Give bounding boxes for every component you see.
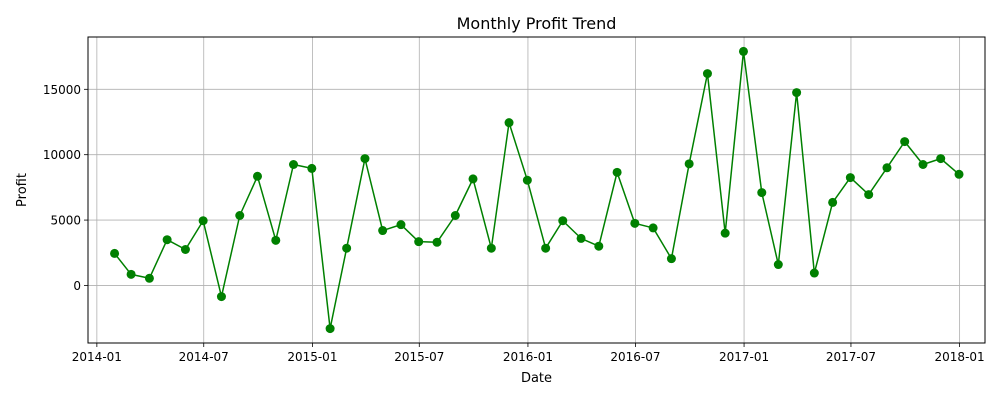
data-point (594, 241, 604, 251)
data-point (126, 269, 136, 279)
x-tick-label: 2015-01 (287, 350, 337, 364)
data-point (325, 324, 335, 334)
plot-frame (87, 36, 986, 344)
data-point (558, 216, 568, 226)
data-point (396, 220, 406, 230)
x-tick-label: 2016-01 (503, 350, 553, 364)
data-point (612, 167, 622, 177)
data-point (307, 163, 317, 173)
data-point (360, 154, 370, 164)
x-tick-label: 2014-07 (179, 350, 229, 364)
data-point (342, 243, 352, 253)
data-point (289, 160, 299, 169)
data-point (845, 173, 855, 183)
data-point (738, 46, 748, 56)
data-point (271, 235, 281, 245)
data-point (757, 188, 767, 198)
x-axis-label: Date (521, 371, 552, 386)
y-axis-label: Profit (15, 173, 30, 207)
data-point (648, 223, 658, 233)
series-line (113, 50, 960, 330)
data-point (450, 211, 460, 220)
data-series (110, 46, 964, 334)
data-point (414, 237, 424, 247)
chart-title: Monthly Profit Trend (457, 14, 617, 33)
data-point (576, 233, 586, 243)
data-point (900, 137, 910, 147)
data-point (684, 159, 694, 169)
x-axis: 2014-01 2014-07 2015-01 2015-07 2016-01 2016-… (72, 343, 985, 364)
data-point (936, 154, 946, 164)
data-point (773, 260, 783, 270)
data-point (702, 69, 712, 79)
data-point (720, 228, 730, 238)
x-tick-label: 2016-07 (610, 350, 660, 364)
data-point (486, 243, 496, 253)
data-point (630, 218, 640, 228)
data-point (864, 190, 874, 200)
data-point (198, 216, 208, 226)
data-point (432, 237, 442, 247)
y-axis: 0 5000 10000 15000 (43, 83, 88, 293)
data-point (522, 175, 532, 185)
data-point (110, 248, 120, 258)
data-point (918, 160, 928, 169)
data-point (954, 169, 964, 179)
data-point (144, 273, 154, 283)
y-tick-label: 15000 (43, 83, 81, 97)
x-tick-label: 2014-01 (72, 350, 122, 364)
x-tick-label: 2017-01 (719, 350, 769, 364)
data-point (252, 171, 262, 181)
data-point (504, 118, 514, 128)
y-tick-label: 5000 (50, 214, 81, 228)
x-tick-label: 2015-07 (394, 350, 444, 364)
data-point (809, 268, 819, 278)
x-tick-label: 2018-01 (935, 350, 985, 364)
data-point (216, 292, 226, 302)
data-point (828, 197, 838, 207)
x-tick-label: 2017-07 (826, 350, 876, 364)
y-tick-label: 0 (73, 279, 81, 293)
data-point (378, 226, 388, 236)
data-point (235, 211, 245, 220)
y-tick-label: 10000 (43, 148, 81, 162)
data-point (162, 235, 172, 245)
data-point (468, 174, 478, 184)
data-point (882, 163, 892, 173)
grid-lines (88, 37, 985, 343)
data-point (792, 88, 802, 98)
data-point (666, 254, 676, 264)
data-point (180, 245, 190, 254)
data-point (541, 243, 551, 253)
